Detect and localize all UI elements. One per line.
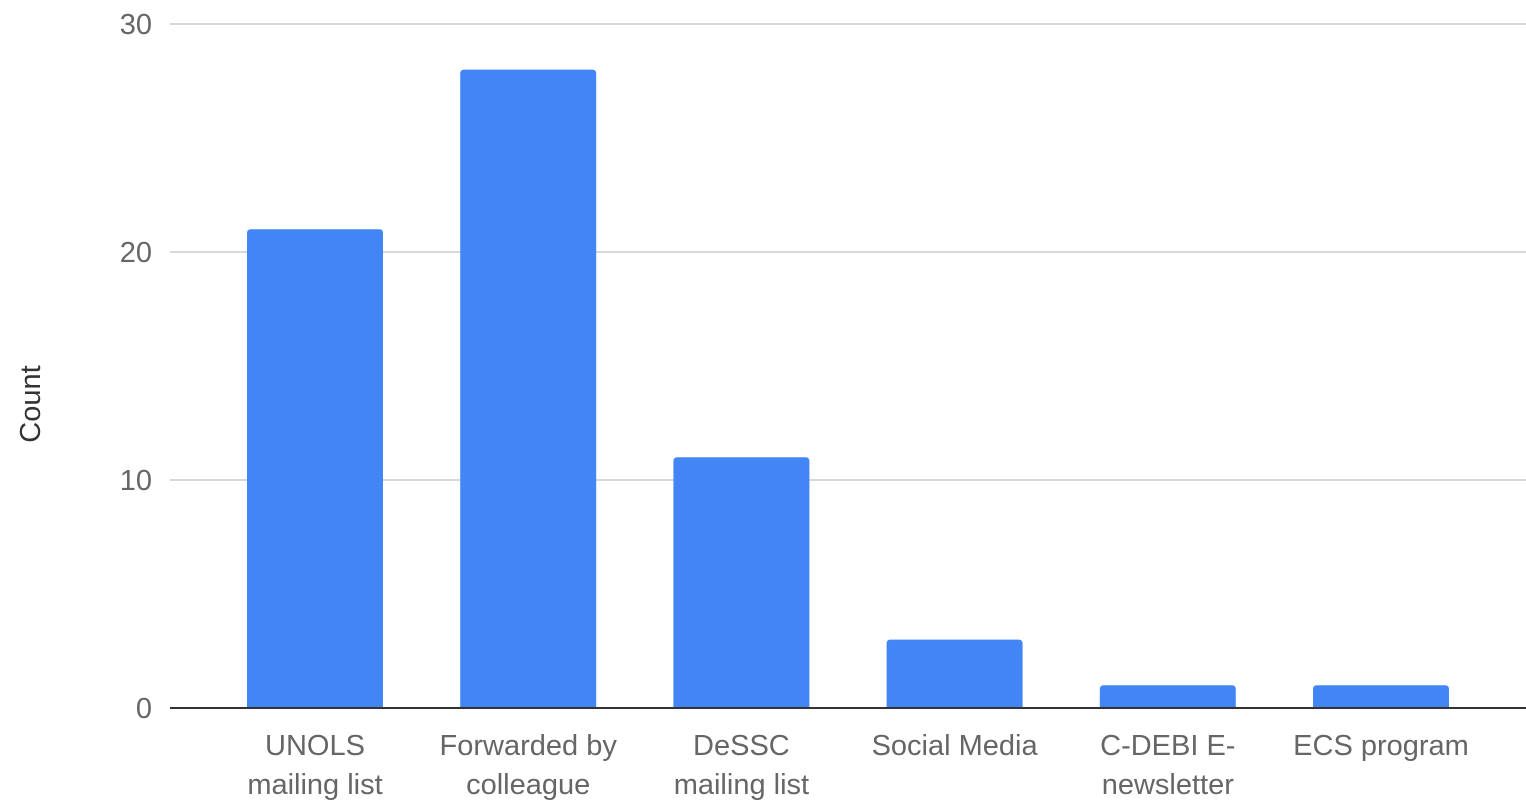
x-tick-label-line: mailing list (247, 769, 382, 801)
x-axis-labels: UNOLS mailing list Forwarded by colleague De… (247, 730, 1469, 801)
x-tick-label-line: C-DEBI E- (1100, 730, 1235, 762)
x-tick-label-line: UNOLS (265, 730, 365, 762)
y-tick-label: 30 (120, 9, 152, 41)
x-tick-label-line: newsletter (1102, 769, 1235, 801)
y-tick-label: 10 (120, 465, 152, 497)
gridlines (170, 23, 1526, 481)
x-tick-label: Forwarded by colleague (440, 730, 618, 801)
x-tick-label: ECS program (1293, 730, 1469, 762)
x-tick-label-line: colleague (466, 769, 590, 801)
x-tick-label-line: mailing list (674, 769, 809, 801)
x-tick-label-line: DeSSC (693, 730, 790, 762)
y-axis-ticks: 0 10 20 30 (120, 9, 152, 725)
bar (673, 457, 810, 708)
x-tick-label: DeSSC mailing list (674, 730, 809, 801)
bar (460, 69, 597, 709)
x-tick-label: C-DEBI E-newsletter (1100, 730, 1235, 801)
bar (1099, 685, 1236, 708)
y-tick-label: 0 (136, 693, 152, 725)
bar (1313, 685, 1449, 708)
x-tick-label-line: Social Media (872, 730, 1039, 762)
bars (247, 69, 1449, 709)
x-tick-label-line: Forwarded by (440, 730, 618, 762)
bar (886, 639, 1023, 708)
x-tick-label: Social Media (872, 730, 1039, 762)
x-tick-label-line: ECS program (1293, 730, 1469, 762)
x-tick-label: UNOLS mailing list (247, 730, 382, 801)
y-axis-label: Count (15, 365, 47, 442)
y-tick-label: 20 (120, 237, 152, 269)
bar (247, 229, 383, 708)
